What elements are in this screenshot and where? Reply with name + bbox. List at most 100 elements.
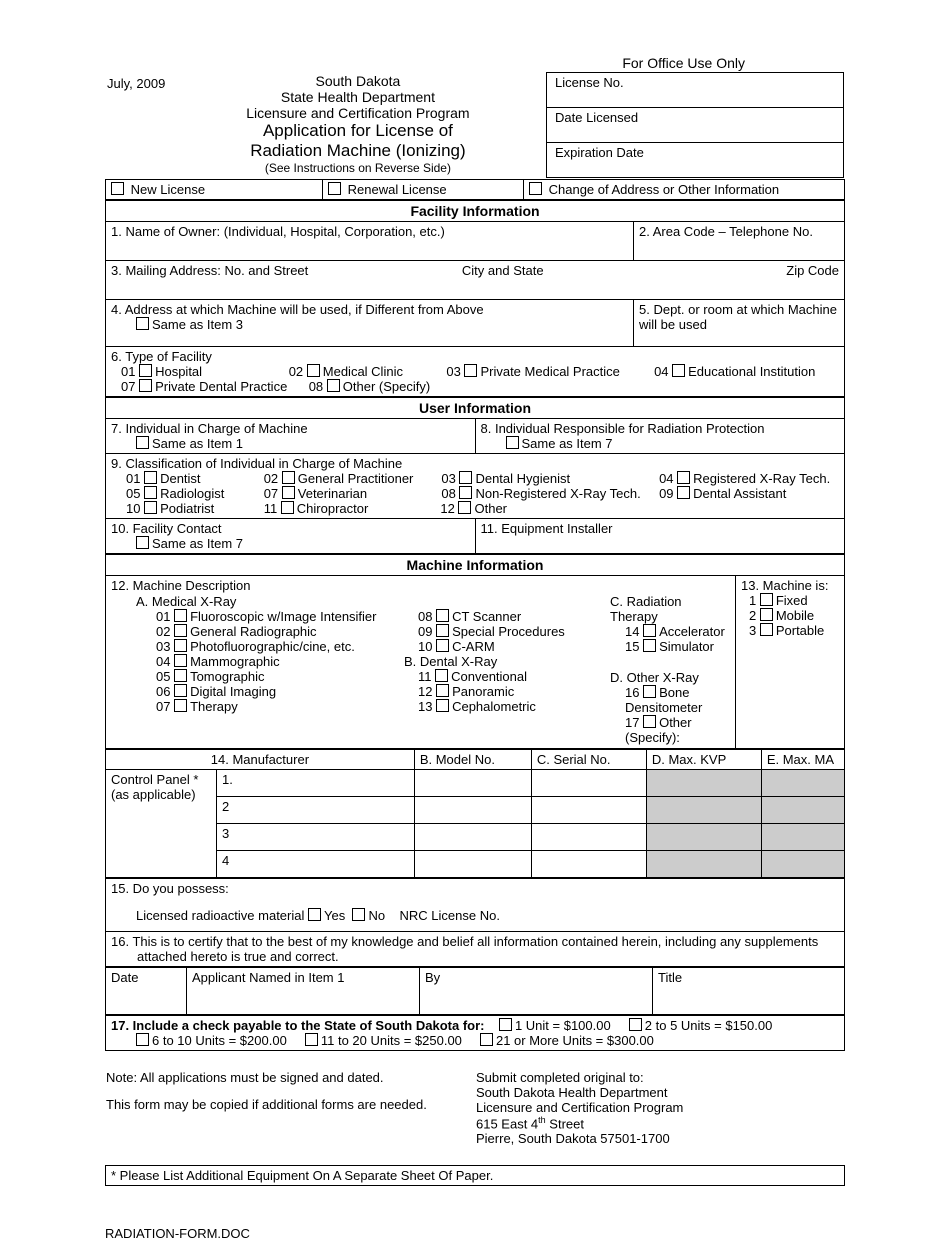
app-title-2: Radiation Machine (Ionizing) <box>191 141 525 161</box>
same-item7-label: Same as Item 7 <box>522 436 613 451</box>
therapy-15-checkbox[interactable] <box>643 639 656 652</box>
fee-11-20-checkbox[interactable] <box>305 1033 318 1046</box>
class-dentist-checkbox[interactable] <box>144 471 157 484</box>
row-4-ma[interactable] <box>761 851 844 878</box>
q7-individual-charge: 7. Individual in Charge of Machine <box>111 421 470 436</box>
q10-same-checkbox[interactable] <box>136 536 149 549</box>
class-radiologist-checkbox[interactable] <box>144 486 157 499</box>
med-08-checkbox[interactable] <box>436 609 449 622</box>
q4-address: 4. Address at which Machine will be used… <box>111 302 628 317</box>
facility-clinic-checkbox[interactable] <box>307 364 320 377</box>
q13-machine-is: 13. Machine is: <box>741 578 839 593</box>
class-chiro-checkbox[interactable] <box>281 501 294 514</box>
class-other-checkbox[interactable] <box>458 501 471 514</box>
q16-text: 16. This is to certify that to the best … <box>111 934 839 964</box>
machine-portable-label: Portable <box>776 623 824 638</box>
row-3-ma[interactable] <box>761 824 844 851</box>
med-06-checkbox[interactable] <box>174 684 187 697</box>
med-01-checkbox[interactable] <box>174 609 187 622</box>
class-chiro-label: Chiropractor <box>297 501 437 516</box>
row-1-model[interactable] <box>414 770 531 797</box>
med-04-checkbox[interactable] <box>174 654 187 667</box>
machine-fixed-checkbox[interactable] <box>760 593 773 606</box>
facility-section: Facility Information 1. Name of Owner: (… <box>105 200 845 397</box>
facility-other-checkbox[interactable] <box>327 379 340 392</box>
dental-12-checkbox[interactable] <box>436 684 449 697</box>
machine-portable-checkbox[interactable] <box>760 623 773 636</box>
class-dental-asst-checkbox[interactable] <box>677 486 690 499</box>
dental-13-checkbox[interactable] <box>436 699 449 712</box>
fee-2-5-checkbox[interactable] <box>629 1018 642 1031</box>
addr-3: 615 East 4th Street <box>476 1115 844 1131</box>
other-16-checkbox[interactable] <box>643 685 656 698</box>
q10-facility-contact: 10. Facility Contact <box>111 521 470 536</box>
dental-11-checkbox[interactable] <box>435 669 448 682</box>
med-10-checkbox[interactable] <box>436 639 449 652</box>
control-panel-sub: (as applicable) <box>111 787 196 802</box>
program-name: Licensure and Certification Program <box>191 105 525 121</box>
row-1-serial[interactable] <box>531 770 646 797</box>
same-item1-label: Same as Item 1 <box>152 436 243 451</box>
addr-3-post: Street <box>546 1116 584 1131</box>
facility-edu-checkbox[interactable] <box>672 364 685 377</box>
facility-hospital-checkbox[interactable] <box>139 364 152 377</box>
class-podiatrist-checkbox[interactable] <box>144 501 157 514</box>
user-section: User Information 7. Individual in Charge… <box>105 397 845 554</box>
same-item7-checkbox[interactable] <box>506 436 519 449</box>
med-09-checkbox[interactable] <box>436 624 449 637</box>
med-07-checkbox[interactable] <box>174 699 187 712</box>
row-2-ma[interactable] <box>761 797 844 824</box>
therapy-15-label: Simulator <box>659 639 714 654</box>
sig-date-label: Date <box>106 968 187 1015</box>
row-4-num: 4 <box>217 851 415 878</box>
facility-private-med-checkbox[interactable] <box>464 364 477 377</box>
renewal-license-checkbox[interactable] <box>328 182 341 195</box>
row-1-kvp[interactable] <box>646 770 761 797</box>
facility-edu-label: Educational Institution <box>688 364 815 379</box>
dept-name: State Health Department <box>191 89 525 105</box>
med-03-checkbox[interactable] <box>174 639 187 652</box>
row-1-ma[interactable] <box>761 770 844 797</box>
q3-mailing: 3. Mailing Address: No. and Street <box>111 263 308 278</box>
class-hygienist-checkbox[interactable] <box>459 471 472 484</box>
fee-21plus-checkbox[interactable] <box>480 1033 493 1046</box>
facility-dental-checkbox[interactable] <box>139 379 152 392</box>
class-dentist-label: Dentist <box>160 471 260 486</box>
row-4-serial[interactable] <box>531 851 646 878</box>
row-4-kvp[interactable] <box>646 851 761 878</box>
other-17-checkbox[interactable] <box>643 715 656 728</box>
row-2-serial[interactable] <box>531 797 646 824</box>
change-address-checkbox[interactable] <box>529 182 542 195</box>
class-gp-checkbox[interactable] <box>282 471 295 484</box>
col-ma: E. Max. MA <box>761 750 844 770</box>
new-license-checkbox[interactable] <box>111 182 124 195</box>
row-3-serial[interactable] <box>531 824 646 851</box>
class-reg-xray-checkbox[interactable] <box>677 471 690 484</box>
q5-dept-room: 5. Dept. or room at which Machine will b… <box>634 300 845 347</box>
class-nonreg-xray-checkbox[interactable] <box>459 486 472 499</box>
fee-6-10-checkbox[interactable] <box>136 1033 149 1046</box>
row-3-model[interactable] <box>414 824 531 851</box>
med-02-checkbox[interactable] <box>174 624 187 637</box>
therapy-14-label: Accelerator <box>659 624 725 639</box>
same-item3-checkbox[interactable] <box>136 317 149 330</box>
q15-no-checkbox[interactable] <box>352 908 365 921</box>
row-2-model[interactable] <box>414 797 531 824</box>
fee-2-5-label: 2 to 5 Units = $150.00 <box>645 1018 773 1033</box>
same-item1-checkbox[interactable] <box>136 436 149 449</box>
class-nonreg-xray-label: Non-Registered X-Ray Tech. <box>475 486 655 501</box>
q3-city: City and State <box>462 263 544 278</box>
machine-section: Machine Information 12. Machine Descript… <box>105 554 845 749</box>
cat-b-dental: B. Dental X-Ray <box>404 654 608 669</box>
facility-hospital-label: Hospital <box>155 364 285 379</box>
class-vet-checkbox[interactable] <box>282 486 295 499</box>
therapy-14-checkbox[interactable] <box>643 624 656 637</box>
q15-yes-checkbox[interactable] <box>308 908 321 921</box>
row-3-kvp[interactable] <box>646 824 761 851</box>
row-2-kvp[interactable] <box>646 797 761 824</box>
fee-11-20-label: 11 to 20 Units = $250.00 <box>321 1033 462 1048</box>
row-4-model[interactable] <box>414 851 531 878</box>
fee-1unit-checkbox[interactable] <box>499 1018 512 1031</box>
machine-mobile-checkbox[interactable] <box>760 608 773 621</box>
med-05-checkbox[interactable] <box>174 669 187 682</box>
